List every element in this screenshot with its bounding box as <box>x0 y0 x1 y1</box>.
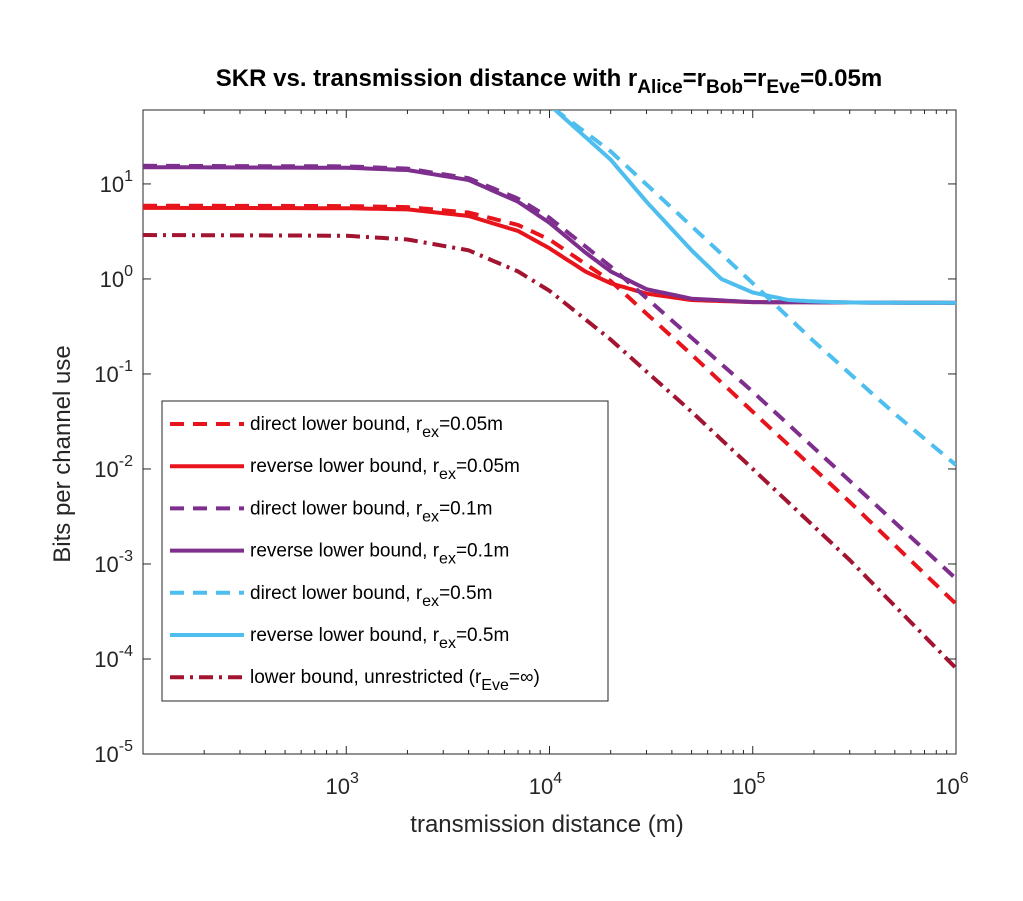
subscript-text: ex <box>422 508 439 525</box>
label-text: direct lower bound, r <box>250 414 423 435</box>
label-text: =0.5m <box>439 583 492 604</box>
y-tick-label: 10-1 <box>94 358 133 387</box>
series-line-6 <box>143 233 956 670</box>
legend-entry-6: lower bound, unrestricted (rEve=∞) <box>250 667 540 694</box>
subscript-text: Eve <box>766 77 800 98</box>
x-tick-label: 106 <box>935 770 968 799</box>
series-layer <box>143 110 956 670</box>
x-axis-label: transmission distance (m) <box>410 811 683 838</box>
legend-entry-1: reverse lower bound, rex=0.05m <box>250 456 520 483</box>
legend-entry-2: direct lower bound, rex=0.1m <box>250 498 492 525</box>
series-line-3 <box>143 165 956 305</box>
y-tick-label: 101 <box>100 168 133 197</box>
y-tick-label: 100 <box>100 263 133 292</box>
label-text: reverse lower bound, r <box>250 625 440 646</box>
label-text: lower bound, unrestricted (r <box>250 667 482 688</box>
subscript-text: Bob <box>706 77 743 98</box>
label-text: =r <box>683 65 706 92</box>
legend-entry-5: reverse lower bound, rex=0.5m <box>250 625 509 652</box>
subscript-text: ex <box>422 424 439 441</box>
series-line-0 <box>143 203 956 606</box>
label-text: direct lower bound, r <box>250 498 423 519</box>
chart-title: SKR vs. transmission distance with rAlic… <box>216 65 882 98</box>
x-tick-label: 103 <box>326 770 359 799</box>
series-line-2 <box>143 163 956 581</box>
y-tick-label: 10-3 <box>94 548 133 577</box>
legend-entry-4: direct lower bound, rex=0.5m <box>250 583 492 610</box>
label-text: =∞) <box>509 667 540 688</box>
ticks-layer: 103 104 105 106 101 100 10-1 10-2 10-3 10-4 10-5 <box>94 110 969 799</box>
y-tick-label: 10-4 <box>94 643 133 672</box>
series-line-5 <box>552 110 956 305</box>
label-text: =0.05m <box>439 414 503 435</box>
subscript-text: ex <box>439 551 456 568</box>
label-text: reverse lower bound, r <box>250 541 440 562</box>
x-tick-label: 105 <box>732 770 765 799</box>
label-text: =r <box>743 65 766 92</box>
legend-entry-3: reverse lower bound, rex=0.1m <box>250 541 509 568</box>
subscript-text: Eve <box>481 677 509 694</box>
subscript-text: Alice <box>637 77 682 98</box>
legend-entry-0: direct lower bound, rex=0.05m <box>250 414 503 441</box>
label-text: =0.05m <box>456 456 520 477</box>
y-tick-label: 10-5 <box>94 738 133 767</box>
y-axis-label: Bits per channel use <box>49 345 76 562</box>
label-text: direct lower bound, r <box>250 583 423 604</box>
subscript-text: ex <box>422 593 439 610</box>
x-tick-label: 104 <box>529 770 562 799</box>
label-text: =0.1m <box>439 498 492 519</box>
subscript-text: ex <box>439 466 456 483</box>
label-text: =0.05m <box>800 65 882 92</box>
label-text: reverse lower bound, r <box>250 456 440 477</box>
label-text: =0.1m <box>456 541 509 562</box>
y-tick-label: 10-2 <box>94 453 133 482</box>
label-text: =0.5m <box>456 625 509 646</box>
series-line-4 <box>552 110 956 467</box>
label-text: SKR vs. transmission distance with r <box>216 65 637 92</box>
subscript-text: ex <box>439 635 456 652</box>
